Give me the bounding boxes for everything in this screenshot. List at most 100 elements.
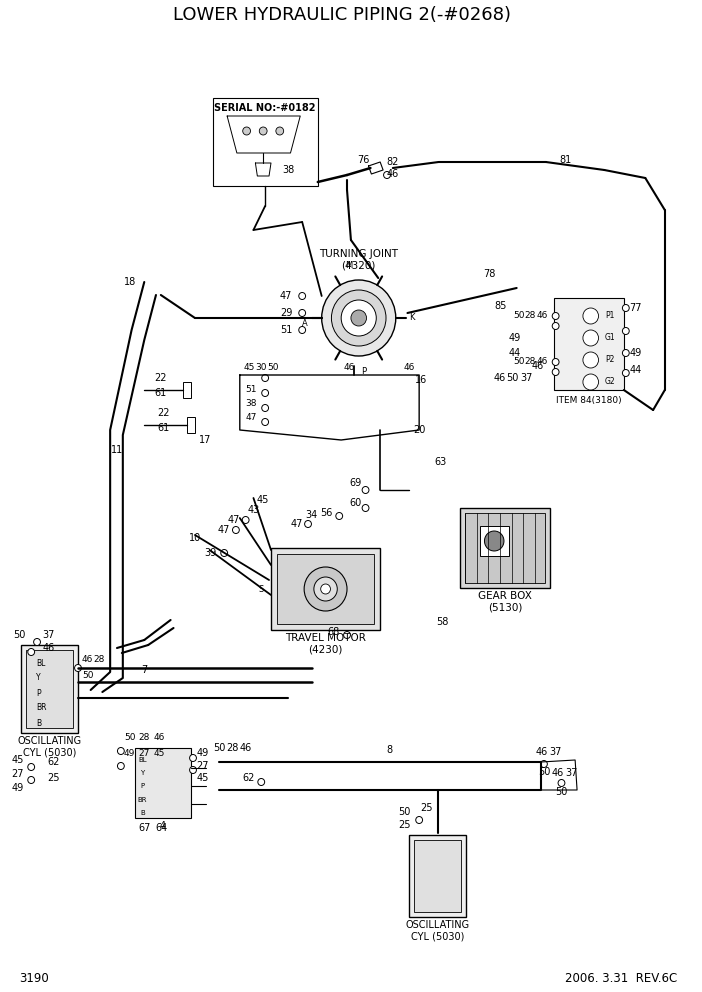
Bar (277, 554, 374, 624)
Text: 28: 28 (226, 743, 238, 753)
Text: 28: 28 (138, 733, 150, 742)
Text: 37: 37 (550, 747, 562, 757)
Text: 82: 82 (387, 157, 399, 167)
Bar (213, 98, 318, 186)
Text: 67: 67 (138, 823, 150, 833)
Text: 45: 45 (197, 773, 209, 783)
Circle shape (232, 527, 239, 534)
Circle shape (258, 779, 265, 786)
Text: 37: 37 (520, 373, 533, 383)
Text: OSCILLATING
CYL (5030): OSCILLATING CYL (5030) (406, 921, 470, 941)
Circle shape (362, 505, 369, 512)
Text: B: B (36, 718, 41, 727)
Text: 51: 51 (246, 386, 257, 395)
Text: 3190: 3190 (20, 971, 49, 984)
Circle shape (351, 310, 366, 326)
Text: 43: 43 (247, 505, 260, 515)
Text: 37: 37 (43, 630, 55, 640)
Text: 45: 45 (244, 363, 256, 373)
Circle shape (583, 330, 599, 346)
Text: 64: 64 (156, 823, 168, 833)
Circle shape (259, 127, 267, 135)
Text: 50: 50 (82, 671, 93, 680)
Text: 50: 50 (513, 311, 524, 320)
Text: 47: 47 (280, 291, 293, 301)
Text: GEAR BOX
(5130): GEAR BOX (5130) (478, 591, 532, 613)
Text: 50: 50 (513, 357, 524, 366)
Circle shape (299, 293, 305, 300)
Text: BR: BR (36, 703, 46, 712)
Text: TRAVEL MOTOR
(4230): TRAVEL MOTOR (4230) (285, 633, 366, 655)
Circle shape (322, 280, 396, 356)
Bar (465, 513, 545, 583)
Text: 46: 46 (494, 373, 506, 383)
Text: P: P (361, 366, 366, 376)
Text: P: P (140, 783, 145, 789)
Circle shape (623, 305, 629, 311)
Bar (26, 650, 73, 728)
Circle shape (336, 513, 343, 520)
Circle shape (117, 763, 124, 770)
Circle shape (552, 368, 559, 376)
Bar (479, 526, 509, 556)
Text: 29: 29 (280, 308, 293, 318)
Text: 18: 18 (124, 277, 135, 287)
Text: 10: 10 (189, 533, 201, 543)
Circle shape (321, 584, 331, 594)
Circle shape (28, 777, 34, 784)
Bar (22, 645, 78, 733)
Circle shape (242, 517, 249, 524)
Text: P2: P2 (606, 355, 615, 364)
Text: BL: BL (36, 659, 46, 668)
Text: 44: 44 (630, 365, 642, 375)
Text: 46: 46 (404, 363, 415, 373)
Text: 34: 34 (306, 510, 318, 520)
Circle shape (34, 639, 41, 646)
Text: 22: 22 (154, 373, 167, 383)
Text: 47: 47 (218, 525, 230, 535)
Text: 30: 30 (256, 363, 267, 373)
Text: 20: 20 (413, 425, 425, 435)
Bar (554, 298, 624, 390)
Text: M: M (345, 262, 352, 271)
Text: 50: 50 (124, 733, 135, 742)
Bar (183, 382, 191, 398)
Text: 45: 45 (153, 749, 164, 758)
Text: 2006. 3.31  REV.6C: 2006. 3.31 REV.6C (565, 971, 677, 984)
Bar (271, 548, 380, 630)
Text: 39: 39 (204, 548, 217, 558)
Circle shape (305, 521, 312, 528)
Circle shape (583, 308, 599, 324)
Text: 68: 68 (327, 627, 340, 637)
Circle shape (190, 755, 197, 762)
Text: 81: 81 (559, 155, 571, 165)
Text: 50: 50 (267, 363, 279, 373)
Text: 62: 62 (242, 773, 255, 783)
Circle shape (276, 127, 284, 135)
Circle shape (484, 531, 504, 551)
Text: 27: 27 (197, 761, 209, 771)
Text: 25: 25 (47, 773, 60, 783)
Text: 46: 46 (239, 743, 252, 753)
Circle shape (341, 300, 376, 336)
Text: SERIAL NO:-#0182: SERIAL NO:-#0182 (214, 103, 316, 113)
Text: 50: 50 (213, 743, 225, 753)
Circle shape (362, 486, 369, 493)
Text: 46: 46 (43, 643, 55, 653)
Text: K: K (409, 313, 415, 322)
Text: 46: 46 (153, 733, 164, 742)
Text: 4: 4 (160, 821, 166, 831)
Circle shape (262, 375, 269, 382)
Text: 49: 49 (197, 748, 209, 758)
Text: 46: 46 (343, 362, 355, 371)
Text: 27: 27 (11, 769, 24, 779)
Text: 58: 58 (437, 617, 449, 627)
Circle shape (28, 649, 34, 656)
Text: 27: 27 (138, 749, 150, 758)
Text: 46: 46 (536, 311, 548, 320)
Text: 50: 50 (13, 630, 26, 640)
Text: 22: 22 (157, 408, 170, 418)
Circle shape (304, 567, 347, 611)
Bar (460, 508, 550, 588)
Text: BR: BR (138, 797, 147, 803)
